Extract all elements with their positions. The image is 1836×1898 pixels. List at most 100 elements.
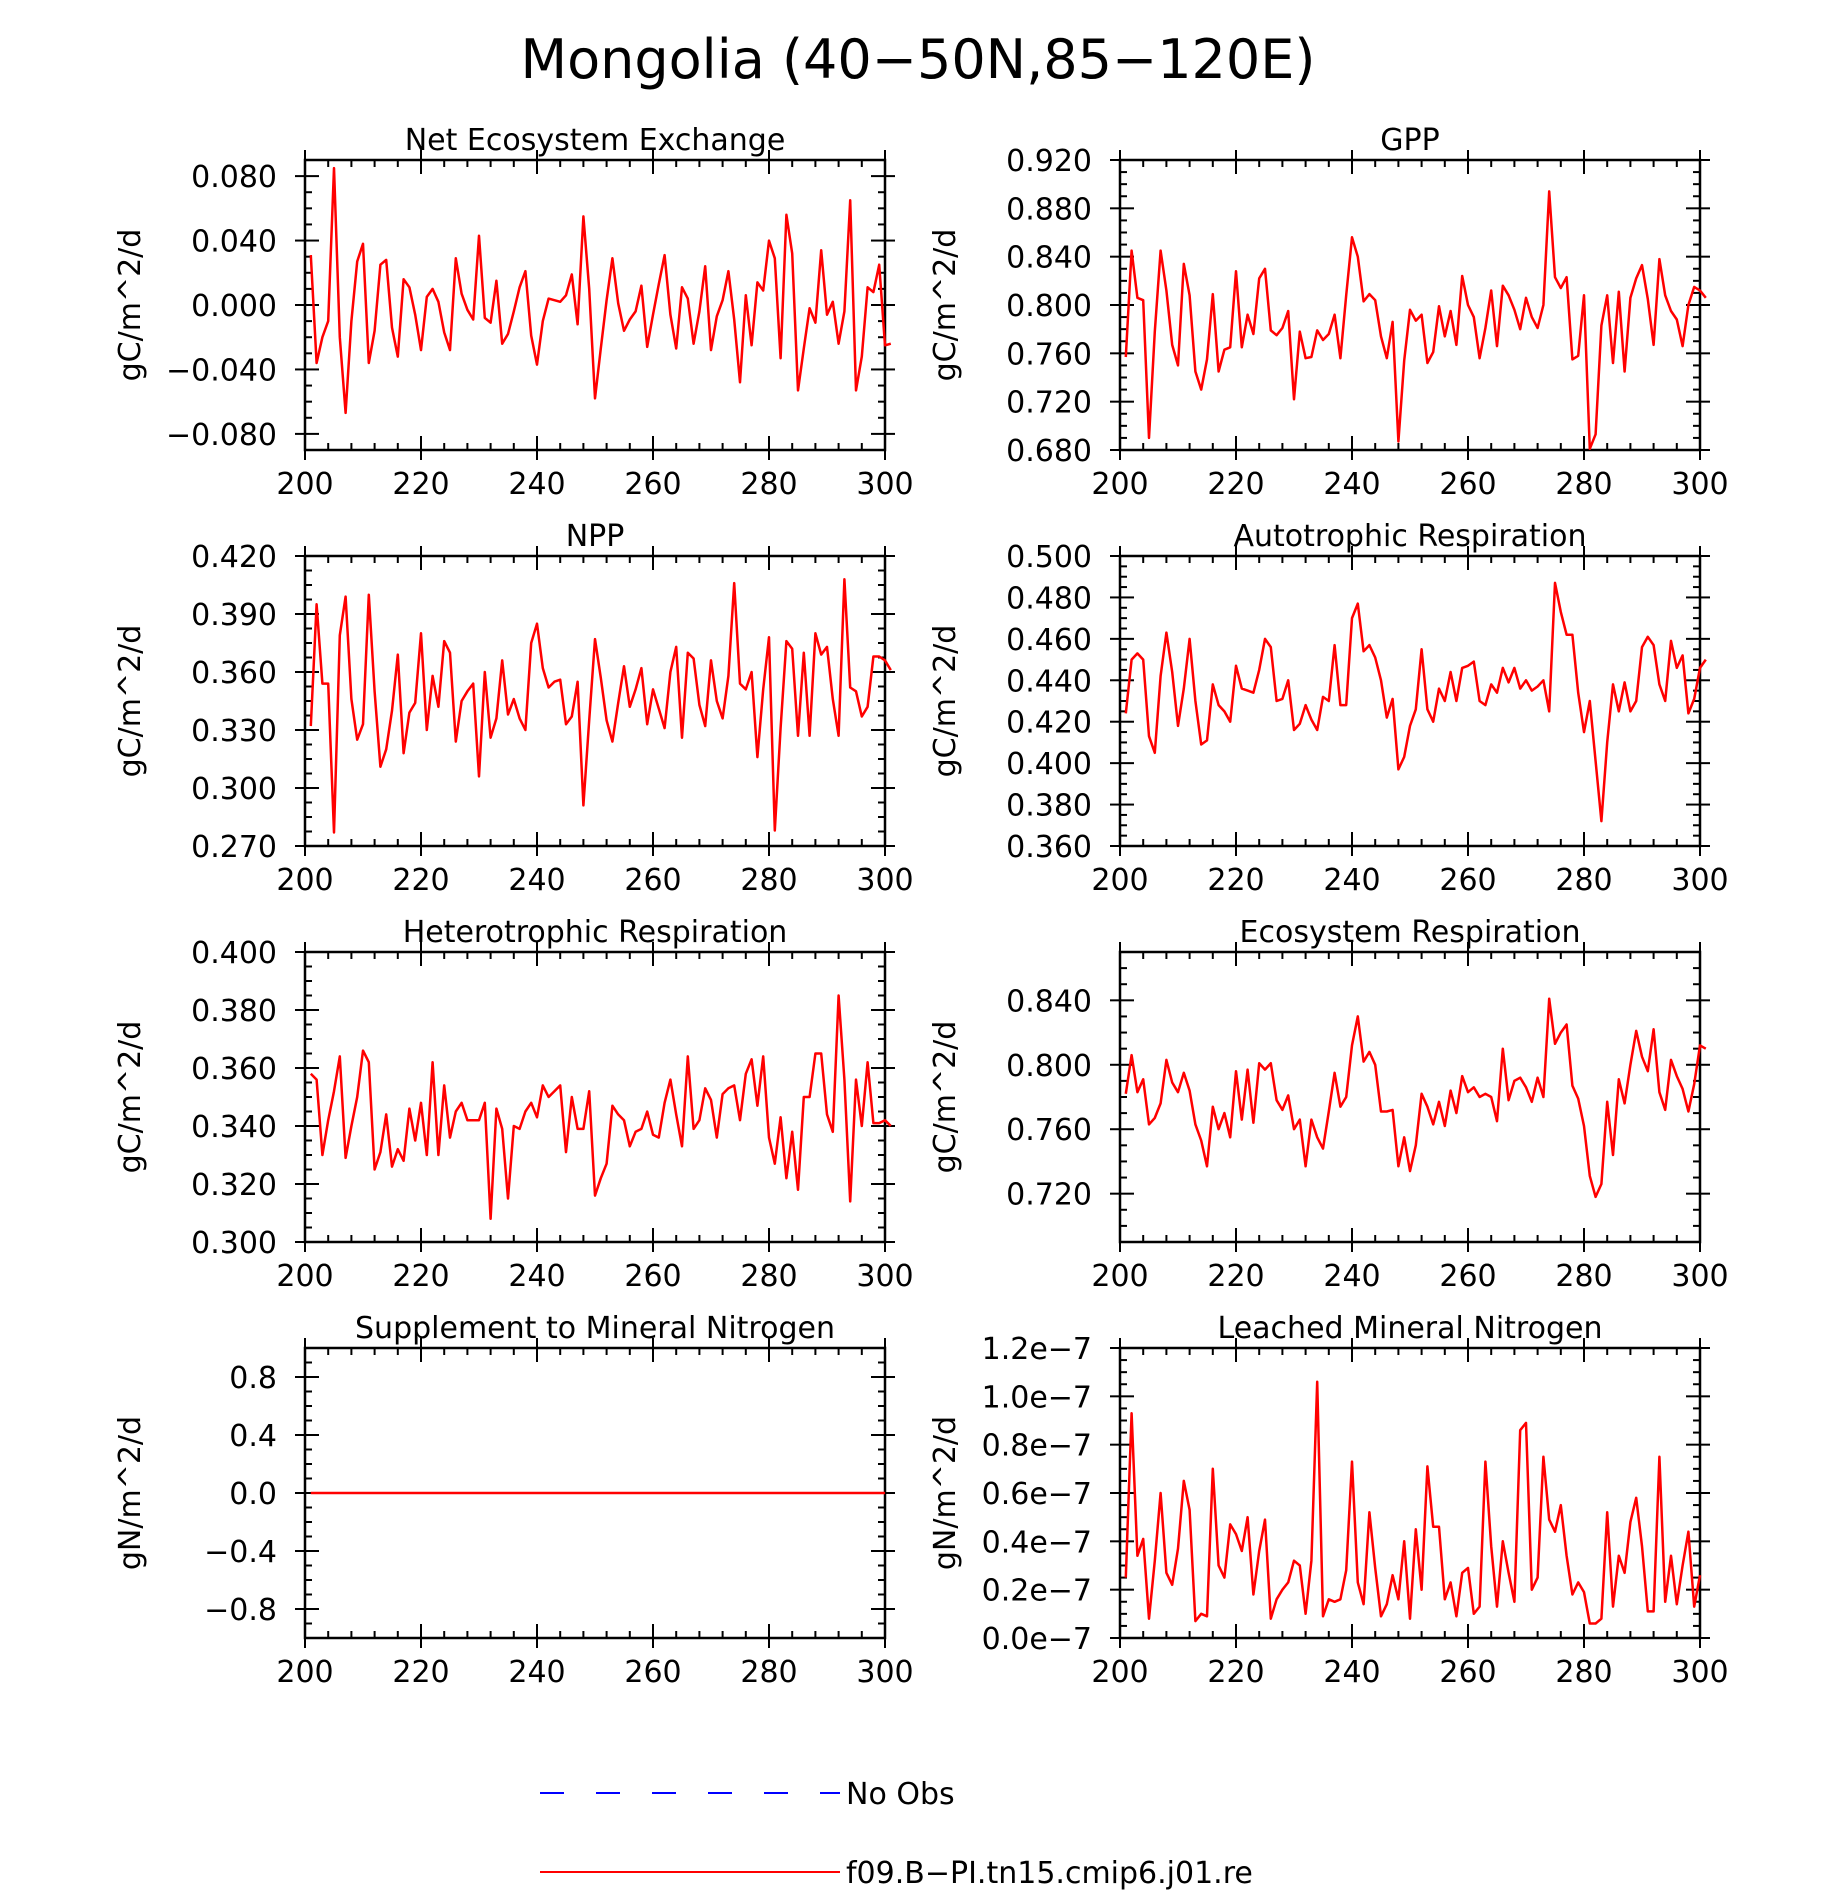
series-line: [309, 166, 892, 415]
y-tick-label: 0.400: [191, 936, 277, 971]
x-tick-label: 220: [1207, 1655, 1264, 1690]
y-tick-label: 0.000: [191, 289, 277, 324]
y-tick-label: 1.0e−7: [982, 1380, 1092, 1415]
y-tick-label: 0.920: [1006, 144, 1092, 179]
x-tick-label: 200: [1091, 467, 1148, 502]
x-tick-label: 300: [856, 1655, 913, 1690]
series-line: [1124, 997, 1707, 1199]
y-tick-label: 0.040: [191, 225, 277, 260]
plot-frame: [1118, 554, 1702, 848]
panel-autotrophic-respiration: Autotrophic Respiration gC/m^2/d 200 220 240…: [928, 519, 1729, 898]
legend-label-model: f09.B−PI.tn15.cmip6.j01.re: [846, 1856, 1253, 1891]
panel-ecosystem-respiration: Ecosystem Respiration gC/m^2/d 200 220 240 26…: [928, 915, 1729, 1294]
series-line: [309, 577, 892, 834]
x-tick-label: 220: [392, 467, 449, 502]
panel-leached-mineral-nitrogen: Leached Mineral Nitrogen gN/m^2/d 200 220 24…: [928, 1311, 1729, 1690]
panel-title: Ecosystem Respiration: [1240, 915, 1581, 950]
y-tick-label: 0.8: [229, 1361, 277, 1396]
y-tick-label: 0.2e−7: [982, 1574, 1092, 1609]
y-tick-label: 0.340: [191, 1110, 277, 1145]
y-axis-label: gC/m^2/d: [113, 625, 148, 778]
y-axis-label: gN/m^2/d: [928, 1416, 963, 1570]
x-tick-label: 300: [1671, 1259, 1728, 1294]
plot-frame: [1118, 950, 1702, 1244]
x-tick-label: 300: [856, 1259, 913, 1294]
x-tick-label: 280: [1555, 467, 1612, 502]
x-tick-label: 220: [1207, 1259, 1264, 1294]
x-tick-label: 200: [1091, 863, 1148, 898]
panel-heterotrophic-respiration: Heterotrophic Respiration gC/m^2/d 200 220 2…: [113, 915, 914, 1294]
y-tick-label: 0.720: [1006, 386, 1092, 421]
x-tick-label: 240: [1323, 1259, 1380, 1294]
x-tick-label: 220: [392, 863, 449, 898]
panel-title: Autotrophic Respiration: [1233, 519, 1586, 554]
y-axis-label: gC/m^2/d: [113, 229, 148, 382]
y-tick-label: 0.420: [191, 540, 277, 575]
x-tick-label: 220: [392, 1259, 449, 1294]
panel-title: GPP: [1380, 123, 1439, 158]
x-tick-label: 280: [740, 467, 797, 502]
chart-panels: Net Ecosystem Exchange gC/m^2/d 200 220 240 2…: [113, 123, 1729, 1690]
x-tick-label: 240: [508, 467, 565, 502]
y-tick-label: −0.8: [204, 1593, 277, 1628]
x-tick-label: 220: [1207, 863, 1264, 898]
x-tick-label: 280: [740, 1655, 797, 1690]
y-tick-label: 0.360: [191, 656, 277, 691]
series-line: [309, 994, 892, 1221]
plot-frame: [303, 158, 887, 452]
x-tick-label: 200: [276, 863, 333, 898]
panel-npp: NPP gC/m^2/d 200 220 240 260 280 300 0.270 0.300 0…: [113, 519, 914, 898]
y-tick-label: 0.800: [1006, 289, 1092, 324]
legend-label-no-obs: No Obs: [846, 1777, 955, 1812]
x-tick-label: 200: [276, 467, 333, 502]
panel-supplement-to-mineral-nitrogen: Supplement to Mineral Nitrogen gN/m^2/d 20…: [113, 1311, 914, 1690]
y-axis-label: gC/m^2/d: [928, 1021, 963, 1174]
y-tick-label: 0.320: [191, 1168, 277, 1203]
x-tick-label: 260: [1439, 863, 1496, 898]
y-tick-label: 0.330: [191, 714, 277, 749]
y-tick-label: 0.760: [1006, 337, 1092, 372]
panel-net-ecosystem-exchange: Net Ecosystem Exchange gC/m^2/d 200 220 240 2…: [113, 123, 914, 502]
y-tick-label: 0.760: [1006, 1113, 1092, 1148]
panel-title: NPP: [566, 519, 625, 554]
x-tick-label: 260: [1439, 467, 1496, 502]
y-tick-label: 0.380: [191, 994, 277, 1029]
x-tick-label: 280: [1555, 1259, 1612, 1294]
y-tick-label: −0.080: [166, 418, 277, 453]
x-tick-label: 260: [1439, 1259, 1496, 1294]
y-tick-label: 0.440: [1006, 664, 1092, 699]
x-tick-label: 220: [1207, 467, 1264, 502]
series-line: [1124, 190, 1707, 451]
x-tick-label: 280: [1555, 1655, 1612, 1690]
y-axis-label: gC/m^2/d: [928, 625, 963, 778]
figure-title: Mongolia (40−50N,85−120E): [521, 28, 1316, 91]
x-tick-label: 240: [508, 1655, 565, 1690]
x-tick-label: 300: [1671, 467, 1728, 502]
y-tick-label: 0.360: [1006, 830, 1092, 865]
x-tick-label: 200: [1091, 1655, 1148, 1690]
y-tick-label: 0.800: [1006, 1049, 1092, 1084]
y-axis-label: gC/m^2/d: [113, 1021, 148, 1174]
x-tick-label: 200: [1091, 1259, 1148, 1294]
panel-title: Heterotrophic Respiration: [403, 915, 788, 950]
y-tick-label: 0.8e−7: [982, 1429, 1092, 1464]
x-tick-label: 280: [1555, 863, 1612, 898]
x-tick-label: 220: [392, 1655, 449, 1690]
y-tick-label: 0.840: [1006, 984, 1092, 1019]
x-tick-label: 240: [1323, 863, 1380, 898]
y-tick-label: 0.360: [191, 1052, 277, 1087]
x-tick-label: 260: [624, 467, 681, 502]
y-tick-label: 0.420: [1006, 706, 1092, 741]
panel-gpp: GPP gC/m^2/d 200 220 240 260 280 300 0.680 0.720 0…: [928, 123, 1729, 502]
y-tick-label: 0.270: [191, 830, 277, 865]
y-tick-label: 0.400: [1006, 747, 1092, 782]
y-tick-label: 0.480: [1006, 581, 1092, 616]
x-tick-label: 200: [276, 1655, 333, 1690]
y-tick-label: 0.080: [191, 160, 277, 195]
panel-title: Net Ecosystem Exchange: [405, 123, 786, 158]
y-tick-label: −0.4: [204, 1535, 277, 1570]
y-tick-label: 0.720: [1006, 1178, 1092, 1213]
y-tick-label: 0.500: [1006, 540, 1092, 575]
x-tick-label: 260: [624, 1259, 681, 1294]
x-tick-label: 300: [856, 863, 913, 898]
